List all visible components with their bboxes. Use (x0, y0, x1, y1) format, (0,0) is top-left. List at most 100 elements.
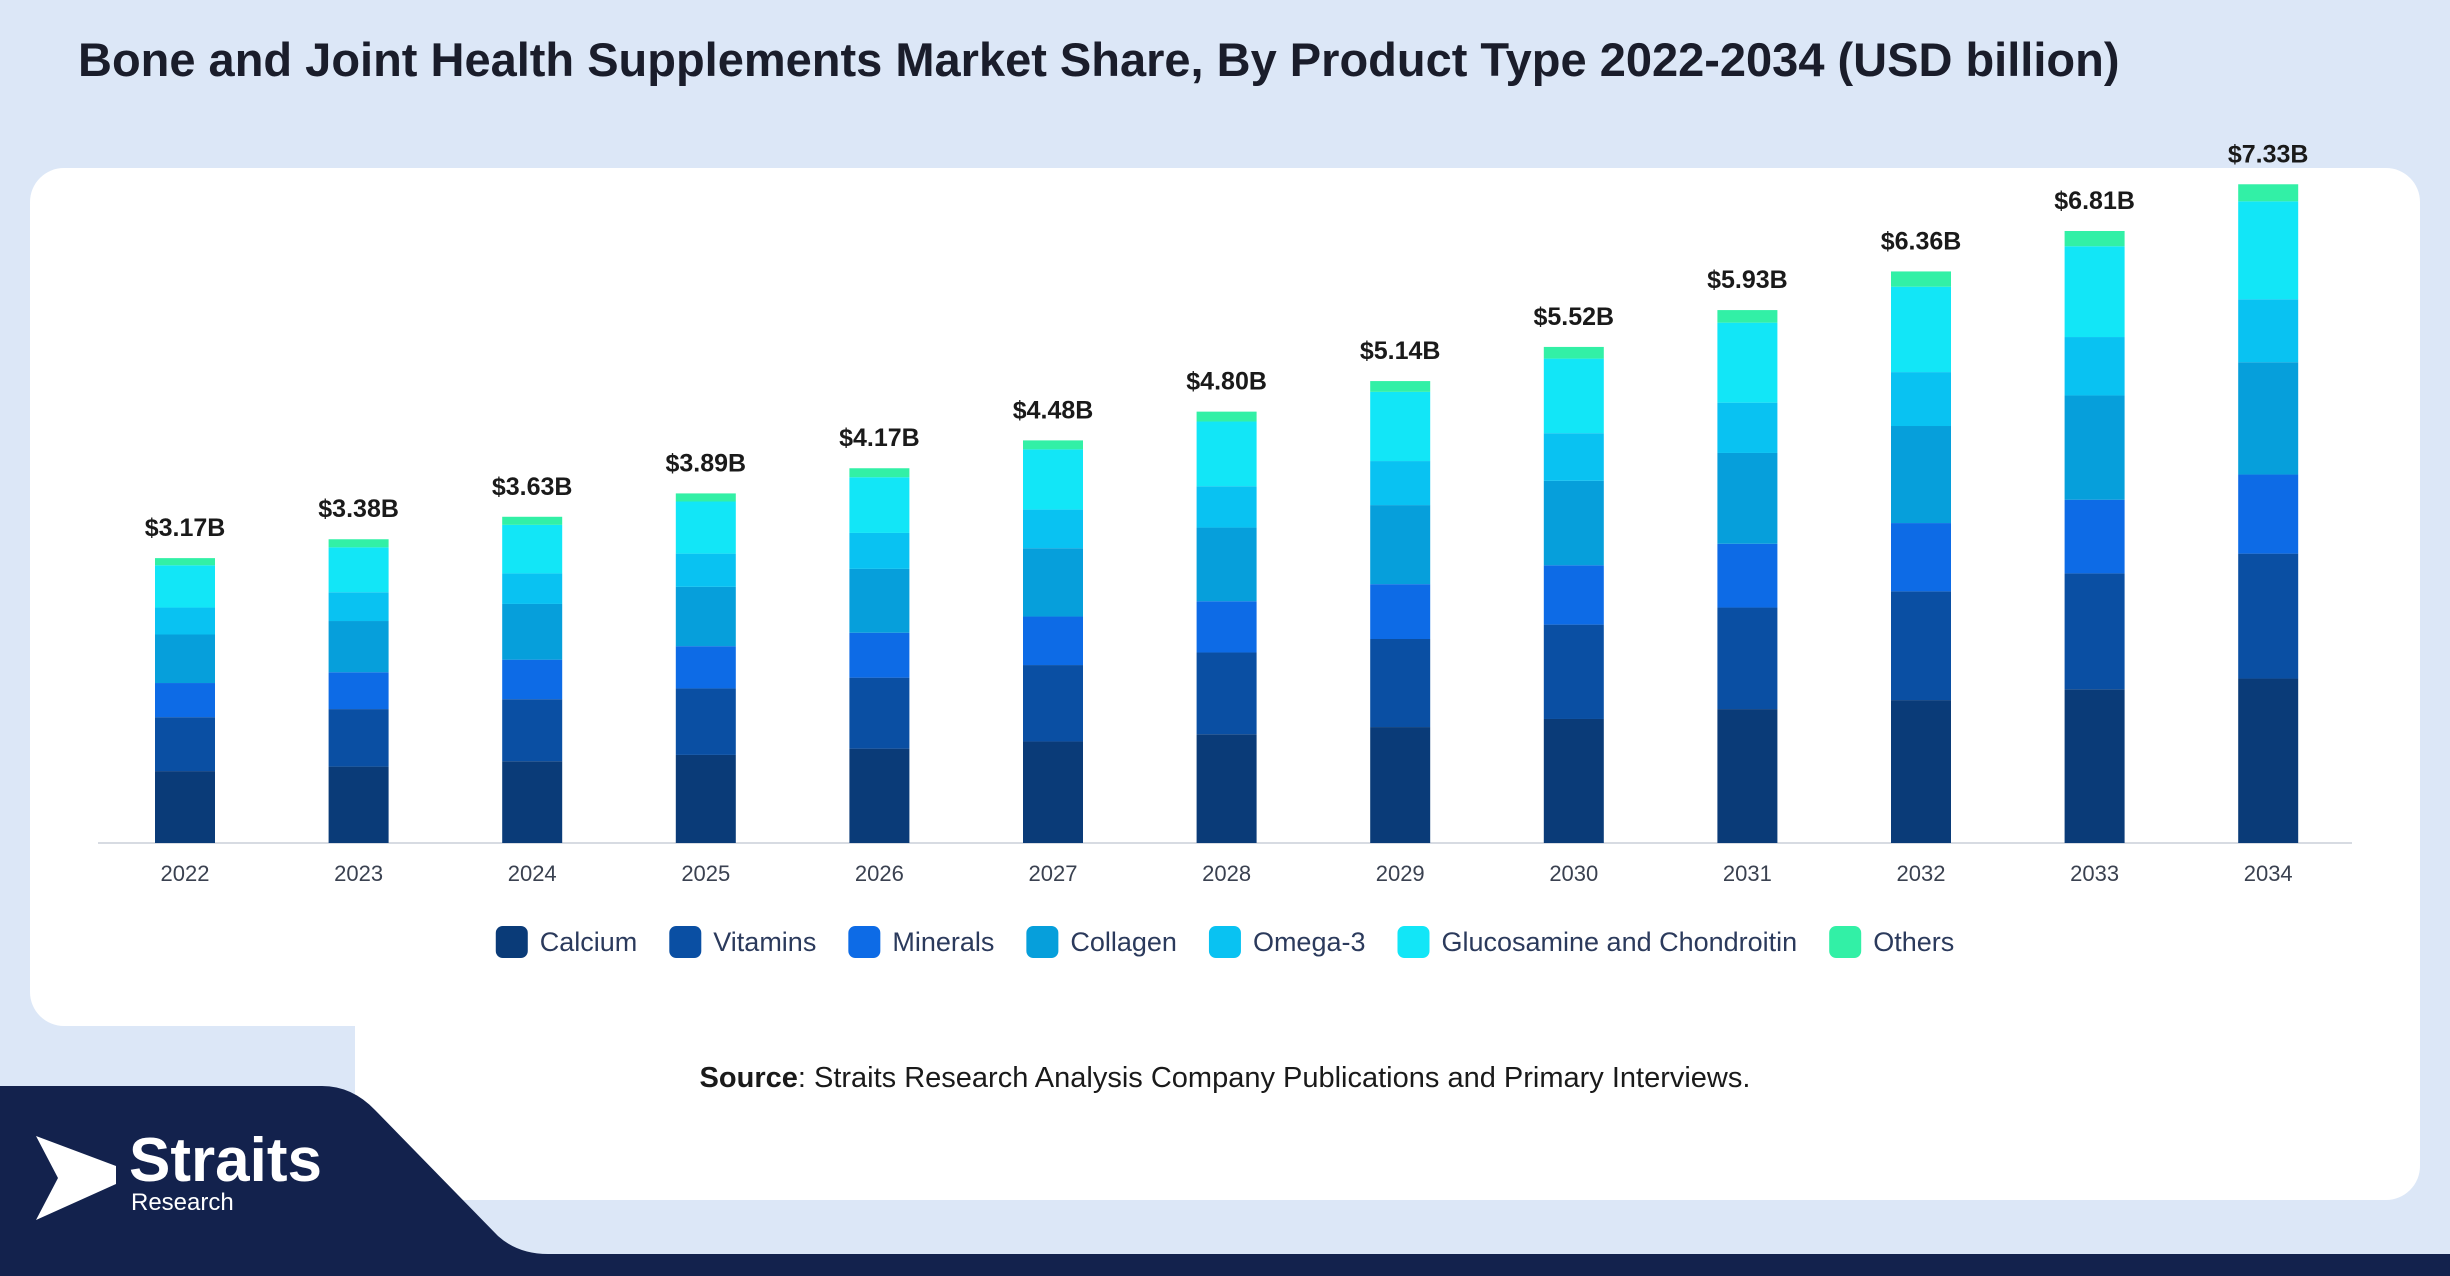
x-tick-label-2022: 2022 (161, 861, 210, 886)
bar-segment-vitamins-2025 (675, 688, 736, 755)
bar-segment-omega-3-2033 (2064, 337, 2125, 396)
x-tick-label-2027: 2027 (1029, 861, 1078, 886)
bar-segment-glucosamine-and-chondroitin-2028 (1196, 421, 1257, 487)
bar-segment-glucosamine-and-chondroitin-2032 (1891, 286, 1951, 373)
total-label-2023: $3.38B (318, 495, 399, 523)
bar-segment-minerals-2030 (1543, 565, 1604, 625)
bar-segment-glucosamine-and-chondroitin-2029 (1370, 391, 1431, 462)
total-label-2025: $3.89B (665, 449, 746, 477)
bar-segment-glucosamine-and-chondroitin-2034 (2238, 201, 2299, 300)
bar-segment-others-2024 (502, 516, 563, 525)
total-label-2027: $4.48B (1013, 396, 1094, 424)
total-label-2022: $3.17B (145, 514, 226, 542)
legend-label-glucosamine-and-chondroitin: Glucosamine and Chondroitin (1441, 927, 1797, 957)
source-note: Source: Straits Research Analysis Compan… (0, 1062, 2450, 1095)
total-label-2029: $5.14B (1360, 337, 1441, 365)
bar-segment-calcium-2034 (2238, 678, 2299, 843)
bar-segment-collagen-2028 (1196, 527, 1257, 602)
bar-segment-collagen-2030 (1543, 480, 1604, 566)
bar-segment-minerals-2023 (328, 672, 389, 710)
total-label-2033: $6.81B (2054, 187, 2135, 215)
bar-segment-glucosamine-and-chondroitin-2030 (1543, 358, 1604, 434)
logo-sub: Research (131, 1189, 234, 1216)
bar-segment-minerals-2025 (675, 646, 736, 689)
bar-segment-omega-3-2025 (675, 553, 736, 587)
bar-segment-vitamins-2024 (502, 699, 563, 762)
bar-segment-others-2034 (2238, 184, 2299, 202)
x-tick-label-2026: 2026 (855, 861, 904, 886)
bar-segment-others-2033 (2064, 230, 2125, 247)
bar-segment-minerals-2024 (502, 659, 563, 700)
bar-segment-vitamins-2032 (1891, 591, 1951, 701)
bar-segment-others-2027 (1023, 440, 1083, 450)
bar-segment-glucosamine-and-chondroitin-2031 (1717, 322, 1778, 403)
bar-segment-minerals-2022 (155, 683, 215, 718)
chart-title: Bone and Joint Health Supplements Market… (78, 33, 2120, 86)
bar-segment-vitamins-2023 (328, 709, 389, 767)
x-tick-label-2025: 2025 (681, 861, 730, 886)
bar-segment-collagen-2023 (328, 621, 389, 673)
x-tick-label-2023: 2023 (334, 861, 383, 886)
bar-segment-glucosamine-and-chondroitin-2027 (1023, 449, 1083, 510)
bar-segment-collagen-2024 (502, 603, 563, 660)
legend-label-collagen: Collagen (1070, 927, 1177, 957)
bar-segment-minerals-2034 (2238, 474, 2299, 554)
bar-segment-collagen-2029 (1370, 505, 1431, 585)
bar-segment-vitamins-2030 (1543, 624, 1604, 719)
legend-label-omega-3: Omega-3 (1253, 927, 1366, 957)
bar-segment-others-2026 (849, 468, 910, 478)
legend-swatch-collagen (1026, 926, 1059, 958)
bar-segment-omega-3-2028 (1196, 486, 1257, 528)
bar-segment-glucosamine-and-chondroitin-2026 (849, 477, 910, 533)
bar-segment-omega-3-2027 (1023, 509, 1083, 549)
bar-segment-collagen-2027 (1023, 548, 1083, 617)
bar-segment-vitamins-2028 (1196, 652, 1257, 735)
legend-label-others: Others (1873, 927, 1954, 957)
x-tick-label-2024: 2024 (508, 861, 557, 886)
bar-segment-calcium-2024 (502, 761, 563, 843)
source-text: : Straits Research Analysis Company Publ… (797, 1062, 1751, 1094)
bar-segment-others-2022 (155, 558, 215, 566)
bar-segment-others-2031 (1717, 310, 1778, 323)
x-tick-label-2033: 2033 (2070, 861, 2119, 886)
legend-swatch-minerals (848, 926, 881, 958)
bar-segment-minerals-2027 (1023, 616, 1083, 666)
bar-segment-minerals-2028 (1196, 601, 1257, 653)
total-label-2034: $7.33B (2228, 140, 2309, 168)
total-label-2031: $5.93B (1707, 266, 1788, 294)
bar-segment-collagen-2025 (675, 586, 736, 647)
bar-segment-glucosamine-and-chondroitin-2022 (155, 565, 215, 608)
bar-segment-others-2030 (1543, 346, 1604, 359)
total-label-2026: $4.17B (839, 424, 920, 452)
bar-segment-glucosamine-and-chondroitin-2033 (2064, 246, 2125, 338)
legend-swatch-others (1829, 926, 1862, 958)
bar-segment-glucosamine-and-chondroitin-2025 (675, 501, 736, 554)
bar-segment-glucosamine-and-chondroitin-2023 (328, 547, 389, 593)
bar-segment-vitamins-2034 (2238, 553, 2299, 679)
bar-segment-calcium-2022 (155, 771, 215, 843)
bar-segment-collagen-2031 (1717, 452, 1778, 544)
bar-segment-calcium-2029 (1370, 727, 1431, 843)
bar-segment-omega-3-2029 (1370, 461, 1431, 506)
bar-segment-vitamins-2022 (155, 717, 215, 772)
bar-segment-others-2023 (328, 539, 389, 548)
bar-segment-vitamins-2033 (2064, 573, 2125, 690)
bar-segment-collagen-2034 (2238, 362, 2299, 475)
bar-segment-calcium-2030 (1543, 718, 1604, 843)
bar-segment-calcium-2028 (1196, 734, 1257, 843)
legend-swatch-vitamins (669, 926, 702, 958)
x-tick-label-2032: 2032 (1897, 861, 1946, 886)
total-label-2032: $6.36B (1881, 227, 1962, 255)
bar-segment-collagen-2033 (2064, 395, 2125, 500)
legend-swatch-omega-3 (1208, 926, 1241, 958)
bar-segment-collagen-2032 (1891, 426, 1951, 524)
x-tick-label-2029: 2029 (1376, 861, 1425, 886)
bar-segment-minerals-2031 (1717, 543, 1778, 608)
logo-name: Straits (129, 1126, 322, 1195)
bar-segment-omega-3-2023 (328, 592, 389, 622)
bar-segment-calcium-2032 (1891, 700, 1951, 843)
bar-segment-calcium-2023 (328, 766, 389, 843)
bar-segment-vitamins-2026 (849, 677, 910, 749)
x-tick-label-2028: 2028 (1202, 861, 1251, 886)
bar-segment-minerals-2029 (1370, 584, 1431, 639)
